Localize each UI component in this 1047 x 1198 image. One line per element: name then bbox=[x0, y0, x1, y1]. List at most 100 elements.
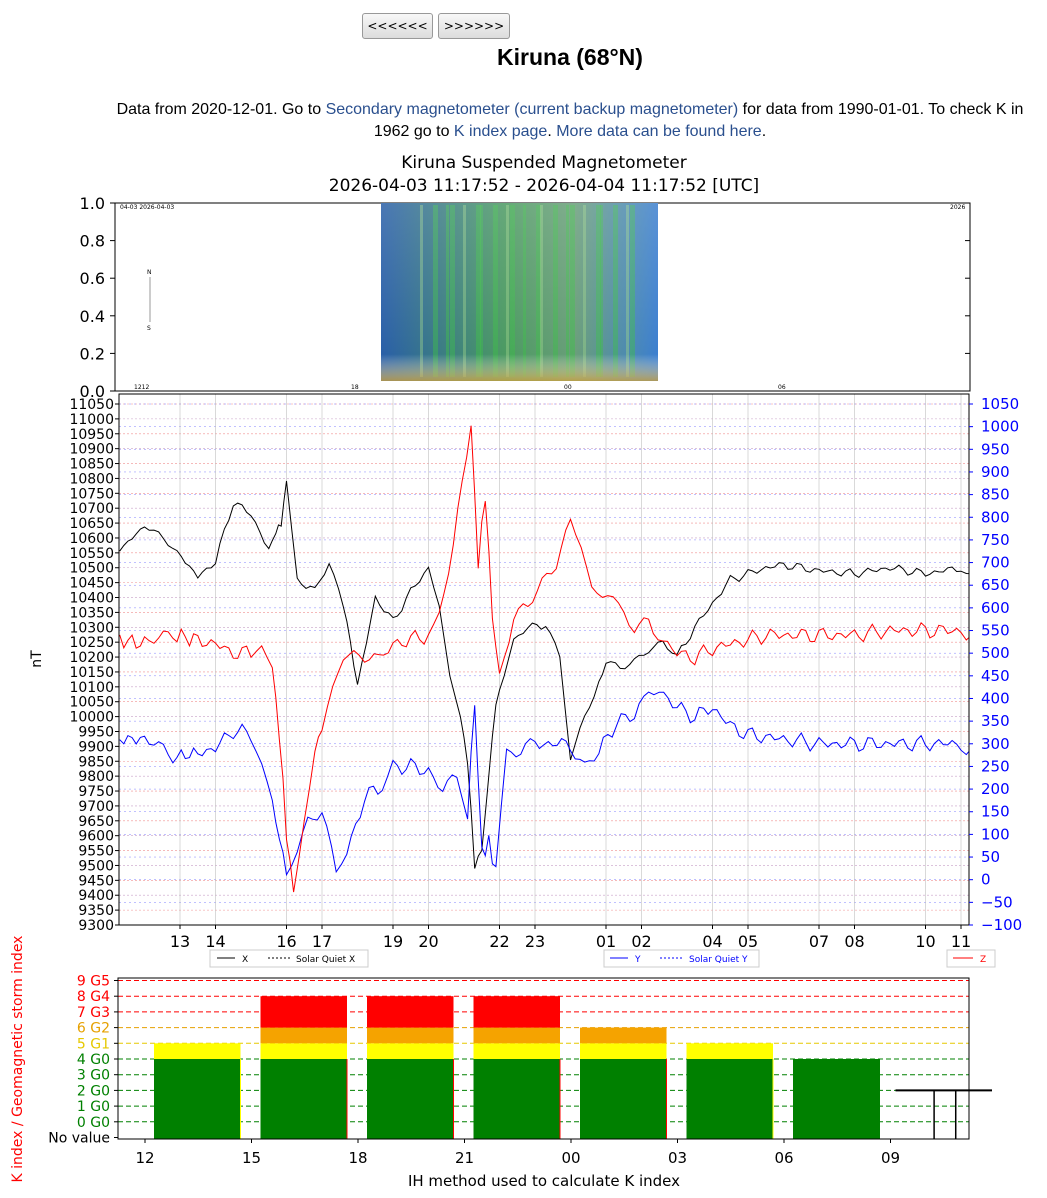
right-tick-label: 200 bbox=[981, 780, 1010, 798]
keogram-y-tick-label: 0.8 bbox=[80, 232, 105, 251]
k-x-tick-label: 15 bbox=[242, 1149, 261, 1167]
series-x-line bbox=[119, 480, 969, 869]
k-bar-segment bbox=[367, 1043, 454, 1059]
k-x-tick-label: 03 bbox=[668, 1149, 687, 1167]
x-tick-label: 05 bbox=[738, 932, 758, 951]
k-x-tick-label: 06 bbox=[774, 1149, 793, 1167]
keogram-y-axis: 1.0 0.8 0.6 0.4 0.2 0.0 bbox=[80, 194, 970, 401]
k-y-tick-label: 3 G0 bbox=[77, 1068, 110, 1084]
k-bar-segment bbox=[580, 1059, 667, 1139]
intro-text-part: . bbox=[547, 123, 557, 140]
k-y-tick-label: 6 G2 bbox=[77, 1021, 110, 1037]
right-tick-label: 600 bbox=[981, 599, 1010, 617]
k-x-tick-label: 12 bbox=[135, 1149, 154, 1167]
keogram-image-glow bbox=[381, 203, 658, 381]
k-bar-segment bbox=[260, 1043, 347, 1059]
intro-text: Data from 2020-12-01. Go to Secondary ma… bbox=[0, 99, 1047, 143]
keogram-year-label: 2026 bbox=[950, 204, 965, 211]
x-tick-label: 23 bbox=[525, 932, 545, 951]
secondary-magnetometer-link[interactable]: Secondary magnetometer (current backup m… bbox=[325, 101, 739, 118]
magnetometer-frame bbox=[118, 393, 970, 926]
k-index-page-link[interactable]: K index page bbox=[453, 123, 548, 140]
legend-quiet-y-label: Solar Quiet Y bbox=[689, 955, 748, 965]
right-tick-label: 950 bbox=[981, 440, 1010, 458]
left-tick-label: 9450 bbox=[78, 873, 114, 889]
k-bar-segment bbox=[367, 996, 454, 1028]
left-tick-label: 10350 bbox=[69, 605, 114, 621]
k-index-bars bbox=[154, 996, 992, 1139]
k-index-y-label: K index / Geomagnetic storm index bbox=[10, 936, 26, 1183]
right-tick-label: 300 bbox=[981, 735, 1010, 753]
keogram-date-label: 04-03 2026-04-03 bbox=[120, 204, 174, 211]
keogram-y-tick-label: 0.0 bbox=[80, 382, 105, 401]
right-tick-label: −100 bbox=[981, 916, 1022, 934]
legend-z: Z bbox=[946, 949, 996, 968]
left-tick-label: 9750 bbox=[78, 784, 114, 800]
right-tick-label: 50 bbox=[981, 848, 1000, 866]
right-tick-label: 400 bbox=[981, 689, 1010, 707]
right-tick-label: 350 bbox=[981, 712, 1010, 730]
right-tick-label: 150 bbox=[981, 803, 1010, 821]
left-tick-label: 9550 bbox=[78, 844, 114, 860]
x-tick-label: 08 bbox=[844, 932, 864, 951]
k-bar-segment bbox=[473, 1059, 560, 1139]
keogram-y-tick-label: 1.0 bbox=[80, 194, 105, 213]
magnetometer-figure: Kiruna Suspended Magnetometer 2026-04-03… bbox=[10, 153, 1022, 1190]
keogram-north-label: N bbox=[147, 269, 152, 276]
x-tick-label: 16 bbox=[276, 932, 296, 951]
k-x-tick-label: 09 bbox=[881, 1149, 900, 1167]
magnetometer-right-axis: 1050100095090085080075070065060055050045… bbox=[969, 395, 1022, 934]
keogram-time-label: 06 bbox=[778, 384, 786, 391]
k-index-x-label: IH method used to calculate K index bbox=[408, 1172, 680, 1190]
right-tick-label: 450 bbox=[981, 667, 1010, 685]
k-y-tick-label: 8 G4 bbox=[77, 989, 110, 1005]
left-tick-label: 9500 bbox=[78, 858, 114, 874]
magnetometer-series bbox=[119, 425, 969, 893]
legend-x-label: X bbox=[242, 955, 248, 965]
right-tick-label: 1050 bbox=[981, 395, 1019, 413]
k-index-x-axis: 12 15 18 21 00 03 06 09 bbox=[135, 1139, 900, 1167]
k-index-y-axis: 9 G58 G47 G36 G25 G14 G03 G02 G01 G00 G0… bbox=[48, 974, 118, 1147]
keogram-y-tick-label: 0.6 bbox=[80, 269, 105, 288]
left-tick-label: 10150 bbox=[69, 665, 114, 681]
right-tick-label: 550 bbox=[981, 622, 1010, 640]
k-y-tick-label: 7 G3 bbox=[77, 1005, 110, 1021]
right-tick-label: 500 bbox=[981, 644, 1010, 662]
left-tick-label: 10700 bbox=[69, 501, 114, 517]
keogram-y-tick-label: 0.4 bbox=[80, 307, 105, 326]
x-tick-label: 13 bbox=[170, 932, 190, 951]
next-day-button[interactable]: >>>>>> bbox=[438, 13, 510, 39]
left-tick-label: 9650 bbox=[78, 814, 114, 830]
x-tick-label: 14 bbox=[205, 932, 225, 951]
left-tick-label: 9850 bbox=[78, 754, 114, 770]
k-bar-segment bbox=[686, 1043, 773, 1059]
x-tick-label: 02 bbox=[631, 932, 651, 951]
left-tick-label: 10050 bbox=[69, 695, 114, 711]
right-tick-label: 850 bbox=[981, 486, 1010, 504]
right-tick-label: 100 bbox=[981, 825, 1010, 843]
k-y-tick-label: No value bbox=[48, 1131, 110, 1147]
chart-subtitle: 2026-04-03 11:17:52 - 2026-04-04 11:17:5… bbox=[329, 176, 759, 196]
k-bar-segment bbox=[473, 1043, 560, 1059]
left-tick-label: 9700 bbox=[78, 799, 114, 815]
magnetometer-grid bbox=[119, 394, 969, 926]
k-bar-segment bbox=[580, 1043, 667, 1059]
legend-x: X Solar Quiet X bbox=[209, 949, 369, 968]
left-tick-label: 9900 bbox=[78, 739, 114, 755]
left-tick-label: 10500 bbox=[69, 561, 114, 577]
left-tick-label: 9800 bbox=[78, 769, 114, 785]
x-tick-label: 19 bbox=[383, 932, 403, 951]
intro-text-part: 1962 go to bbox=[373, 123, 454, 140]
previous-day-button[interactable]: <<<<<< bbox=[362, 13, 433, 39]
left-tick-label: 10800 bbox=[69, 471, 114, 487]
more-data-link[interactable]: More data can be found here bbox=[556, 123, 762, 140]
k-bar-segment bbox=[154, 1059, 241, 1139]
right-tick-label: 0 bbox=[981, 871, 991, 889]
magnetometer-x-axis: 13 14 16 17 19 20 22 23 01 02 04 05 07 08 10 11 bbox=[170, 925, 971, 951]
left-tick-label: 10250 bbox=[69, 635, 114, 651]
k-bar-segment bbox=[260, 996, 347, 1028]
k-bar-segment bbox=[686, 1059, 773, 1139]
left-tick-label: 10600 bbox=[69, 531, 114, 547]
right-tick-label: 650 bbox=[981, 576, 1010, 594]
left-tick-label: 10900 bbox=[69, 442, 114, 458]
